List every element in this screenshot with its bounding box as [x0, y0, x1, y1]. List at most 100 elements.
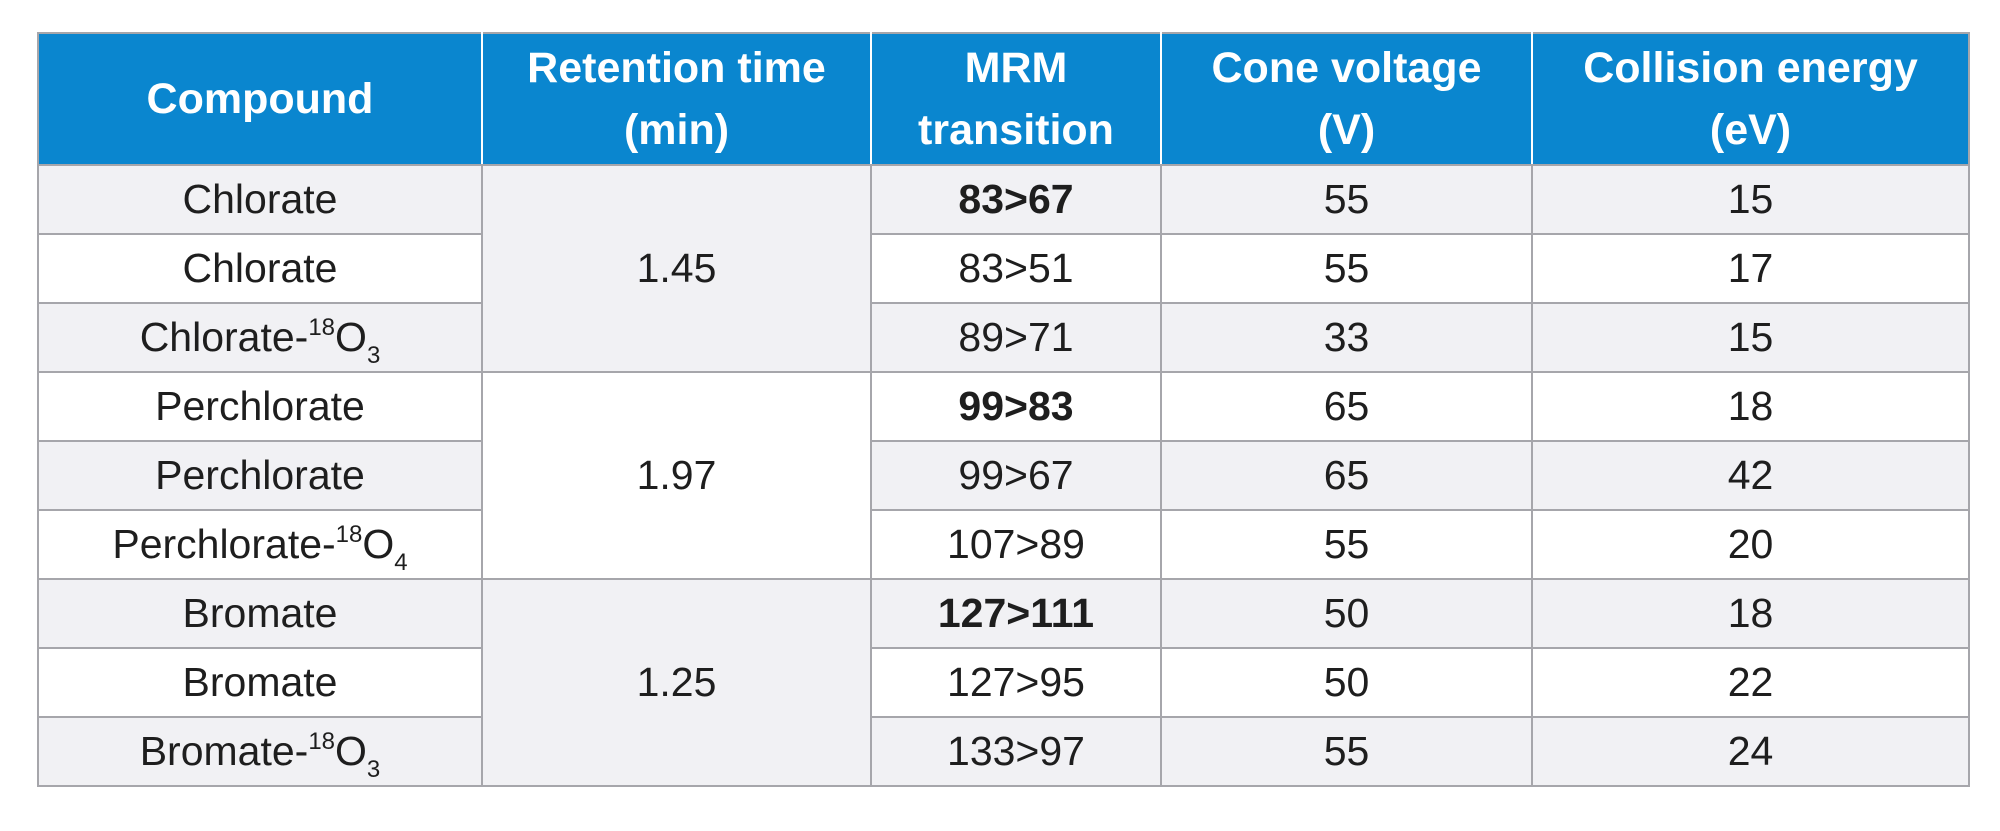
compound-name: Perchlorate: [155, 383, 365, 429]
collision-energy-value: 18: [1727, 383, 1774, 429]
collision-energy-cell: 17: [1531, 233, 1970, 304]
mrm-transition: 127>95: [947, 659, 1085, 705]
header-retention-time-line1: Retention time: [527, 44, 826, 92]
retention-time-value: 1.45: [636, 245, 717, 291]
cone-voltage-cell: 50: [1160, 647, 1533, 718]
collision-energy-cell: 15: [1531, 164, 1970, 235]
cone-voltage-cell: 55: [1160, 164, 1533, 235]
oxygen-symbol: O: [362, 521, 395, 567]
cone-voltage-cell: 65: [1160, 371, 1533, 442]
mrm-transition: 89>71: [958, 314, 1074, 360]
mrm-transition-quantifier: 83>67: [958, 176, 1074, 222]
cone-voltage-value: 55: [1323, 728, 1370, 774]
collision-energy-cell: 22: [1531, 647, 1970, 718]
collision-energy-value: 15: [1727, 314, 1774, 360]
header-row: Compound Retention time (min) MRM transi…: [37, 32, 1970, 166]
cone-voltage-value: 55: [1323, 245, 1370, 291]
table-row: Perchlorate 99>67 65 42: [37, 440, 1970, 511]
cone-voltage-value: 50: [1323, 659, 1370, 705]
collision-energy-value: 42: [1727, 452, 1774, 498]
cone-voltage-value: 50: [1323, 590, 1370, 636]
compound-cell: Chlorate: [37, 233, 483, 304]
cone-voltage-value: 33: [1323, 314, 1370, 360]
compound-cell: Perchlorate: [37, 440, 483, 511]
isotope-superscript: 18: [308, 314, 336, 341]
table-row: Bromate 127>95 50 22: [37, 647, 1970, 718]
cone-voltage-cell: 55: [1160, 716, 1533, 787]
retention-time-cell: 1.97: [481, 371, 872, 580]
cone-voltage-value: 65: [1323, 383, 1370, 429]
mrm-cell: 127>111: [870, 578, 1162, 649]
cone-voltage-cell: 55: [1160, 509, 1533, 580]
isotope-superscript: 18: [335, 521, 363, 548]
collision-energy-cell: 18: [1531, 578, 1970, 649]
isotope-superscript: 18: [308, 728, 336, 755]
compound-cell: Perchlorate-18O4: [37, 509, 483, 580]
mrm-cell: 83>51: [870, 233, 1162, 304]
collision-energy-cell: 18: [1531, 371, 1970, 442]
collision-energy-value: 18: [1727, 590, 1774, 636]
header-mrm-line2: transition: [918, 106, 1114, 154]
header-collision-energy: Collision energy (eV): [1531, 32, 1970, 166]
mrm-transition: 99>67: [958, 452, 1074, 498]
header-compound-text: Compound: [146, 75, 374, 123]
compound-name: Chlorate: [182, 176, 338, 222]
mrm-cell: 89>71: [870, 302, 1162, 373]
oxygen-count-subscript: 3: [366, 342, 381, 369]
mrm-transition-quantifier: 127>111: [937, 590, 1095, 636]
compound-name: Perchlorate-: [112, 521, 336, 567]
oxygen-symbol: O: [335, 728, 367, 774]
table-row: Bromate 1.25 127>111 50 18: [37, 578, 1970, 787]
compound-name: Bromate: [182, 590, 338, 636]
header-cone-voltage-line1: Cone voltage: [1211, 44, 1482, 92]
table-body: Chlorate 1.45 83>67 55 15 Chlorate 83>51…: [37, 164, 1970, 787]
collision-energy-value: 17: [1727, 245, 1774, 291]
table-row: Perchlorate 1.97 99>83 65 18: [37, 371, 1970, 580]
cone-voltage-value: 55: [1323, 521, 1370, 567]
cone-voltage-value: 55: [1323, 176, 1370, 222]
retention-time-cell: 1.25: [481, 578, 872, 787]
mrm-transition: 133>97: [947, 728, 1085, 774]
oxygen-symbol: O: [335, 314, 367, 360]
header-compound: Compound: [37, 32, 483, 166]
compound-cell: Perchlorate: [37, 371, 483, 442]
cone-voltage-cell: 55: [1160, 233, 1533, 304]
collision-energy-value: 22: [1727, 659, 1774, 705]
table-row: Chlorate-18O3 89>71 33 15: [37, 302, 1970, 373]
mrm-cell: 99>67: [870, 440, 1162, 511]
oxygen-count-subscript: 4: [394, 549, 408, 576]
compound-name: Bromate-: [139, 728, 309, 774]
oxygen-count-subscript: 3: [366, 756, 381, 783]
collision-energy-cell: 20: [1531, 509, 1970, 580]
table-header: Compound Retention time (min) MRM transi…: [37, 32, 1970, 166]
collision-energy-value: 24: [1727, 728, 1774, 774]
header-cone-voltage: Cone voltage (V): [1160, 32, 1533, 166]
compound-cell: Bromate: [37, 578, 483, 649]
mrm-transition-quantifier: 99>83: [958, 383, 1074, 429]
compound-name: Chlorate: [182, 245, 338, 291]
retention-time-cell: 1.45: [481, 164, 872, 373]
collision-energy-value: 15: [1727, 176, 1774, 222]
header-retention-time-line2: (min): [623, 106, 730, 154]
mrm-parameters-table: Compound Retention time (min) MRM transi…: [37, 32, 1970, 787]
mrm-cell: 107>89: [870, 509, 1162, 580]
mrm-transition: 83>51: [958, 245, 1074, 291]
table-row: Chlorate 1.45 83>67 55 15: [37, 164, 1970, 373]
compound-cell: Bromate-18O3: [37, 716, 483, 787]
retention-time-value: 1.25: [636, 659, 717, 705]
retention-time-value: 1.97: [636, 452, 717, 498]
collision-energy-cell: 15: [1531, 302, 1970, 373]
table-row: Perchlorate-18O4 107>89 55 20: [37, 509, 1970, 580]
header-collision-energy-line2: (eV): [1709, 106, 1792, 154]
mrm-parameters-table-container: Compound Retention time (min) MRM transi…: [37, 32, 1970, 787]
compound-cell: Bromate: [37, 647, 483, 718]
collision-energy-value: 20: [1727, 521, 1774, 567]
header-cone-voltage-line2: (V): [1317, 106, 1376, 154]
compound-name: Chlorate-: [139, 314, 309, 360]
cone-voltage-cell: 50: [1160, 578, 1533, 649]
mrm-cell: 127>95: [870, 647, 1162, 718]
compound-name: Perchlorate: [155, 452, 365, 498]
header-collision-energy-line1: Collision energy: [1583, 44, 1918, 92]
mrm-cell: 133>97: [870, 716, 1162, 787]
collision-energy-cell: 42: [1531, 440, 1970, 511]
